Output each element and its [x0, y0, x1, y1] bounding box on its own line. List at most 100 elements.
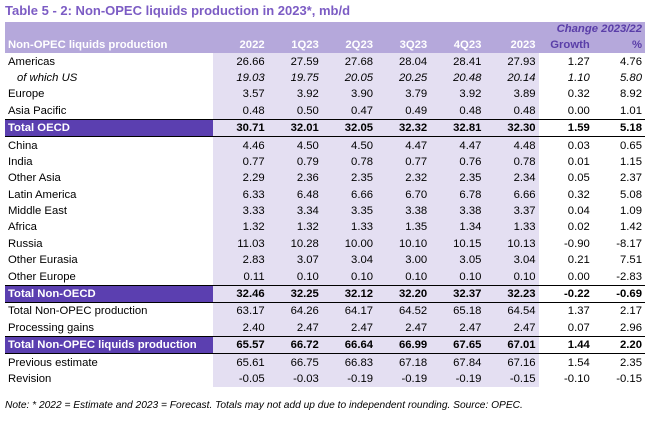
cell-value: 0.76	[430, 153, 485, 171]
cell-value: 1.44	[538, 336, 593, 355]
cell-value: 5.08	[620, 188, 642, 201]
cell-value: 2.47	[430, 319, 485, 338]
table-row: of which US 19.03 19.75 20.05 20.25 20.48 20.1…	[5, 69, 645, 87]
cell-value: -8.17	[616, 237, 642, 250]
cell-value: 6.33	[213, 186, 268, 203]
cell-value: 3.92	[430, 86, 485, 103]
table-row: Other Asia 2.29 2.36 2.35 2.32 2.35 2.34 0.05 2.…	[5, 170, 645, 187]
cell-value: 2.37	[620, 172, 642, 185]
cell-value: 8.92	[620, 88, 642, 101]
cell-value: 2.47	[267, 319, 322, 338]
table-row: Total Non-OECD 32.46 32.25 32.12 32.20 32.37 3…	[5, 284, 645, 304]
cell-value: 3.92	[267, 86, 322, 103]
cell-value: 11.03	[213, 235, 268, 253]
cell-value: 2.47	[484, 319, 539, 338]
cell-value: 2.17	[620, 305, 642, 318]
cell-value: 0.10	[430, 268, 485, 286]
cell-value: 0.47	[321, 102, 377, 120]
table-row: Previous estimate 65.61 66.75 66.83 67.18 67.…	[5, 353, 645, 371]
cell-value: 0.00	[567, 270, 590, 283]
table-row: Revision -0.05 -0.03 -0.19 -0.19 -0.19 -0.15 -0…	[5, 370, 645, 388]
row-label: Processing gains	[5, 319, 214, 338]
table-row: Other Eurasia 2.83 3.07 3.04 3.00 3.05 3.04 0.2…	[5, 252, 645, 269]
cell-value: 32.46	[213, 284, 268, 304]
col-header: 1Q23	[267, 37, 322, 54]
cell-value: 0.77	[213, 153, 268, 171]
cell-value: 4.47	[430, 136, 485, 154]
row-label: Total Non-OECD	[5, 284, 214, 304]
cell-value: 10.15	[430, 235, 485, 253]
cell-value: 32.23	[484, 284, 539, 304]
cell-value: 66.64	[321, 336, 377, 355]
col-header: 2022	[213, 37, 268, 54]
cell-value: 32.81	[430, 118, 485, 138]
cell-value: 0.00	[538, 102, 593, 120]
table-row: Total OECD 30.71 32.01 32.05 32.32 32.81 32.30…	[5, 118, 645, 138]
row-label: of which US	[17, 71, 78, 84]
row-label: Total OECD	[5, 118, 214, 138]
cell-value: 1.33	[484, 219, 539, 236]
cell-value: 2.83	[213, 252, 268, 269]
cell-value: 63.17	[213, 302, 268, 320]
cell-value: -0.19	[321, 370, 377, 388]
cell-value: 0.32	[567, 188, 590, 201]
cell-value: 66.72	[267, 336, 322, 355]
cell-value: 0.77	[376, 153, 431, 171]
row-label: Russia	[8, 237, 43, 250]
cell-value: 64.54	[484, 302, 539, 320]
cell-value: 32.20	[376, 284, 431, 304]
table-title: Table 5 - 2: Non-OPEC liquids production…	[5, 3, 351, 18]
table-row: China 4.46 4.50 4.50 4.47 4.47 4.48 0.03 0.65	[5, 136, 645, 154]
cell-value: 32.30	[484, 118, 539, 138]
cell-value: 0.10	[321, 268, 377, 286]
cell-value: 65.57	[213, 336, 268, 355]
cell-value: 4.50	[267, 136, 322, 154]
cell-value: -0.05	[213, 370, 268, 388]
cell-value: -0.15	[616, 373, 642, 385]
cell-value: 5.18	[592, 118, 645, 138]
row-label: Latin America	[8, 188, 77, 201]
cell-value: 7.51	[620, 254, 642, 267]
cell-value: 0.78	[484, 153, 539, 171]
cell-value: 3.34	[267, 202, 322, 220]
cell-value: 0.79	[267, 153, 322, 171]
row-label: India	[8, 155, 33, 168]
cell-value: 1.09	[620, 205, 642, 218]
cell-value: 3.90	[321, 86, 377, 103]
cell-value: 1.33	[321, 219, 377, 236]
cell-value: 65.61	[213, 353, 268, 371]
cell-value: 1.27	[567, 55, 590, 68]
cell-value: 3.07	[267, 252, 322, 269]
cell-value: 0.49	[376, 102, 431, 120]
cell-value: 64.17	[321, 302, 377, 320]
cell-value: 6.78	[430, 186, 485, 203]
cell-value: 66.75	[267, 353, 322, 371]
cell-value: 1.54	[538, 353, 593, 371]
change-header: Change 2023/22	[538, 22, 645, 37]
cell-value: 1.59	[538, 118, 593, 138]
cell-value: 20.25	[376, 69, 431, 87]
cell-value: 0.48	[484, 102, 539, 120]
cell-value: 0.48	[213, 102, 268, 120]
cell-value: 4.76	[620, 55, 642, 68]
col-header: 3Q23	[376, 37, 431, 54]
cell-value: 3.00	[376, 252, 431, 269]
cell-value: 2.35	[321, 170, 377, 187]
col-header: 2Q23	[321, 37, 377, 54]
cell-value: 6.70	[376, 186, 431, 203]
cell-value: 5.80	[620, 71, 642, 84]
cell-value: 0.21	[567, 254, 590, 267]
cell-value: 27.59	[267, 53, 322, 70]
cell-value: 1.01	[592, 102, 645, 120]
cell-value: -0.19	[430, 370, 485, 388]
table-row: Processing gains 2.40 2.47 2.47 2.47 2.47 2.47…	[5, 319, 645, 338]
cell-value: 1.42	[620, 221, 642, 234]
production-table: Change 2023/22 Non-OPEC liquids producti…	[5, 22, 645, 388]
row-label: Other Europe	[8, 270, 76, 283]
row-label: Other Asia	[8, 172, 61, 185]
cell-value: 3.38	[376, 202, 431, 220]
cell-value: 28.41	[430, 53, 485, 70]
cell-value: 30.71	[213, 118, 268, 138]
table-row: India 0.77 0.79 0.78 0.77 0.76 0.78 0.01 1.15	[5, 153, 645, 171]
cell-value: 1.35	[376, 219, 431, 236]
